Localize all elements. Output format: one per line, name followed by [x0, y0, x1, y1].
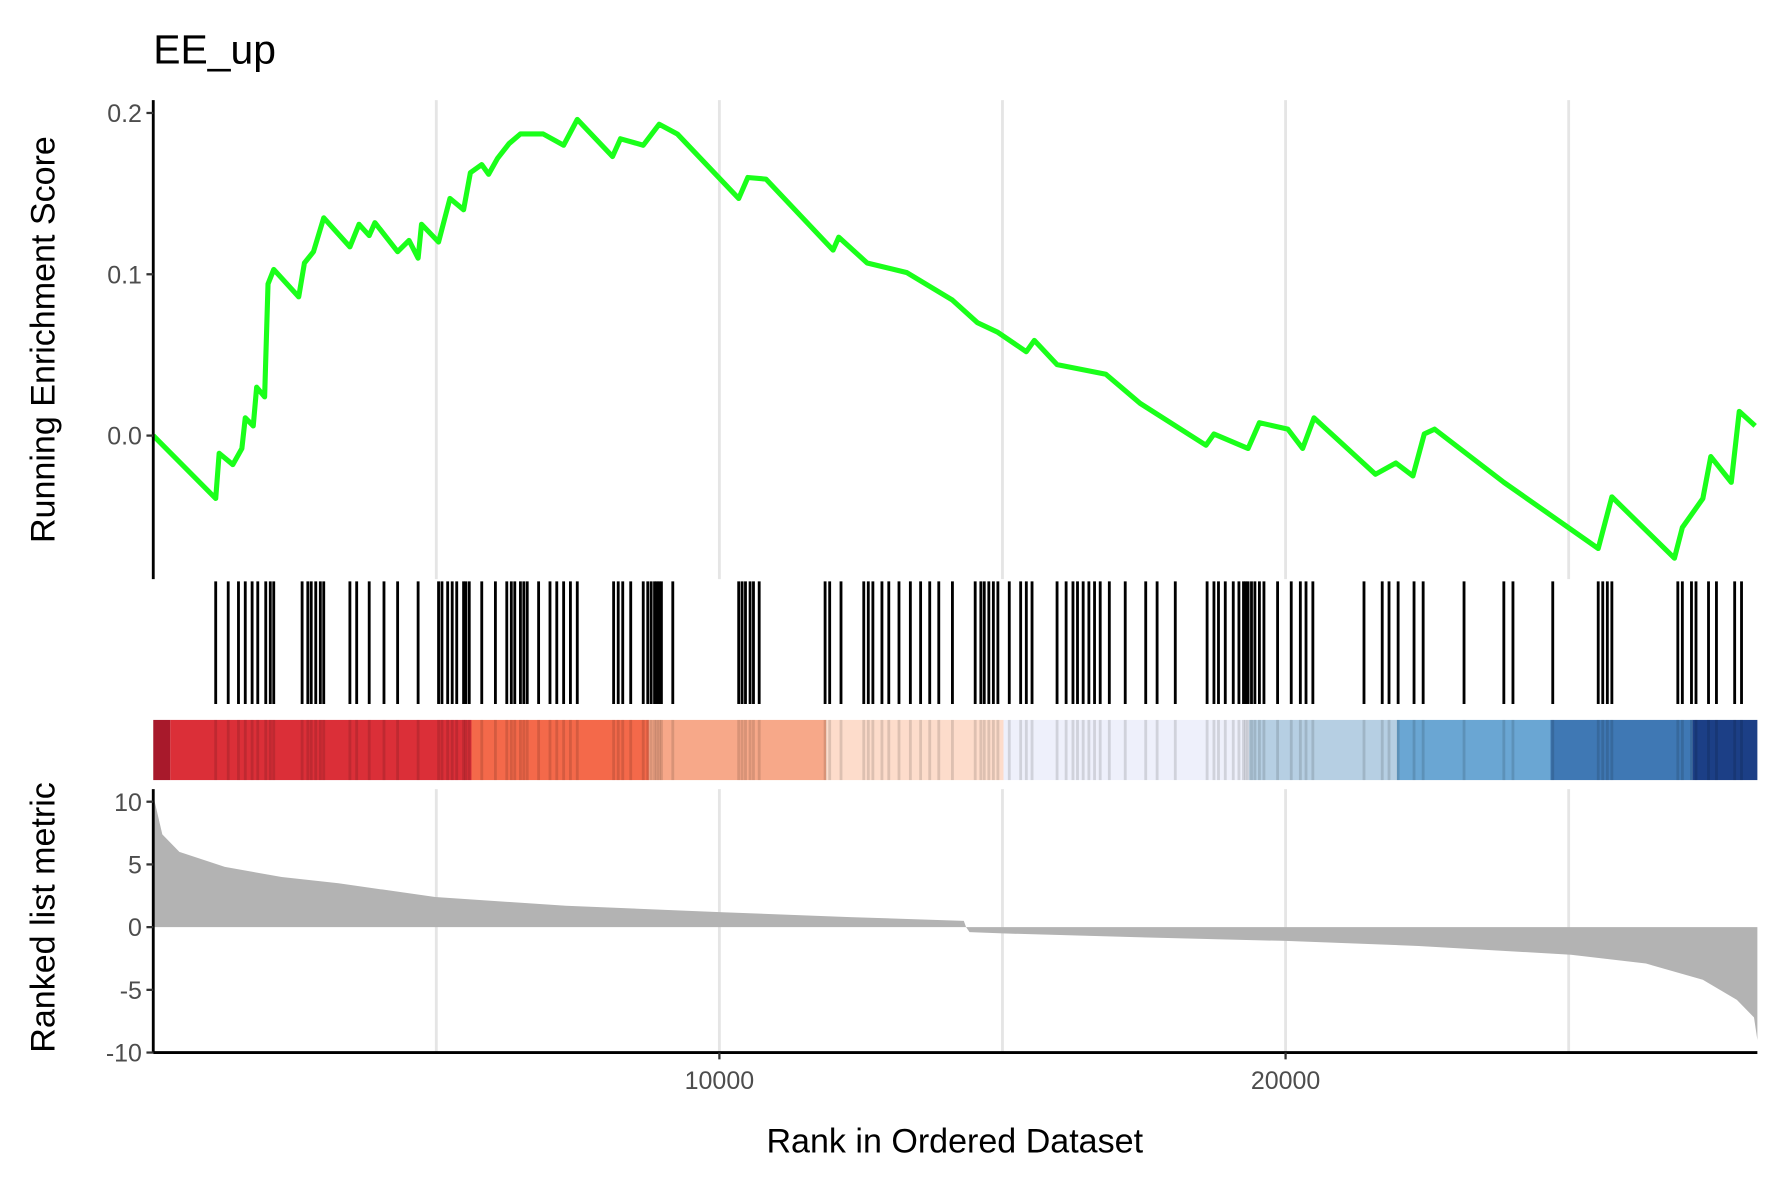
x-tick-label: 10000 [685, 1067, 754, 1095]
color-bar-segment [648, 719, 827, 781]
x-axis-title: Rank in Ordered Dataset [766, 1122, 1143, 1160]
color-bar-segment [1003, 719, 1250, 781]
color-bar-segment [1249, 719, 1397, 781]
y-tick-label: 0.1 [107, 261, 142, 289]
color-bar-segment [1396, 719, 1551, 781]
y-tick-label: 10 [114, 789, 142, 817]
es-line [151, 116, 1757, 561]
color-bar-segment [1692, 719, 1758, 781]
color-bar-segment [826, 719, 1004, 781]
x-tick-label: 20000 [1251, 1067, 1320, 1095]
y-tick-label: -5 [120, 977, 142, 1005]
color-bar-segment [471, 719, 649, 781]
chart-title: EE_up [153, 27, 276, 73]
color-bar-segment [170, 719, 472, 781]
y-tick-label: 0.2 [107, 100, 142, 128]
y-tick-label: 0 [128, 914, 142, 942]
y-tick-label: -10 [106, 1040, 142, 1068]
y-tick-label: 5 [128, 852, 142, 880]
color-bar-segment [1550, 719, 1693, 781]
metric-area [153, 795, 1758, 1041]
y-tick-label: 0.0 [107, 423, 142, 451]
color-bar-segment [153, 719, 171, 781]
metric-axis-title: Ranked list metric [24, 782, 62, 1053]
es-axis-title: Running Enrichment Score [24, 136, 62, 543]
